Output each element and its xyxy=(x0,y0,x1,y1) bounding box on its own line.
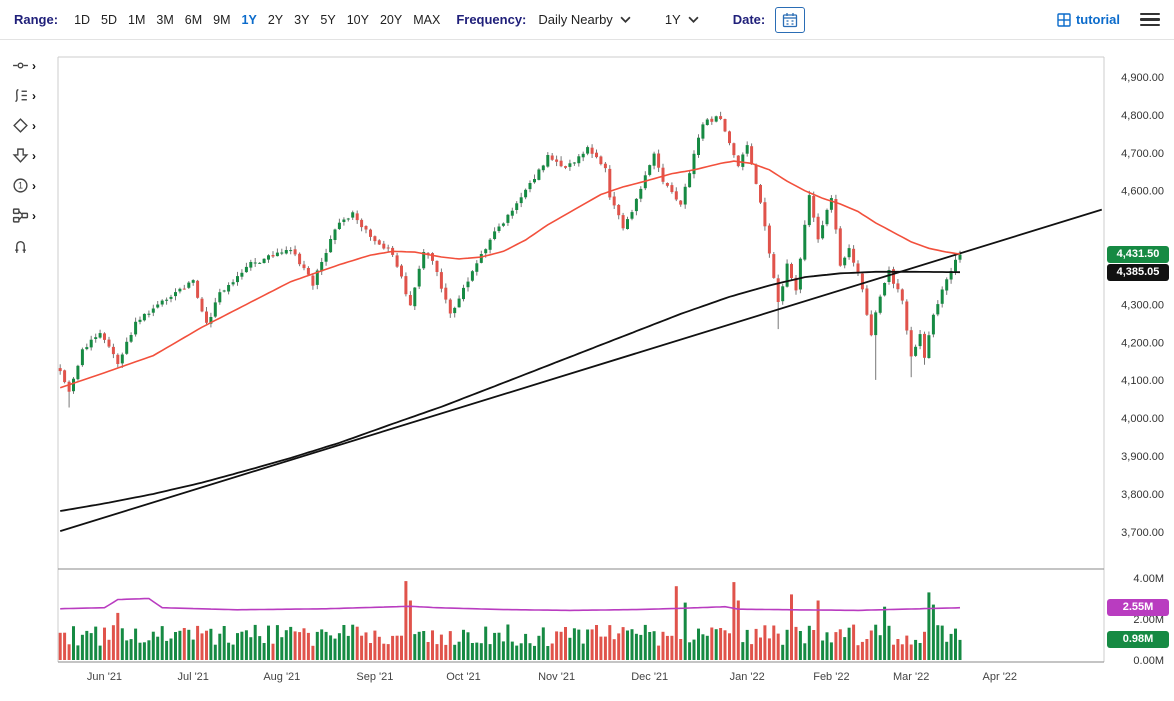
slow-ma-line xyxy=(60,270,961,512)
price-tick-label: 4,300.00 xyxy=(1121,299,1164,311)
candle-bodies xyxy=(58,116,962,392)
last-price-badge: 4,431.50 xyxy=(1107,246,1169,264)
volume-ma-value-badge: 2.55M xyxy=(1107,599,1169,617)
trendline[interactable] xyxy=(59,208,1103,532)
svg-text:1: 1 xyxy=(18,181,23,191)
price-tick-label: 4,800.00 xyxy=(1121,110,1164,122)
circled-one-icon: 1 xyxy=(13,178,28,193)
chart-main: › › › › 1 › xyxy=(0,40,1174,701)
range-label: Range: xyxy=(14,12,59,27)
tutorial-label: tutorial xyxy=(1075,12,1120,27)
frequency-dropdown[interactable]: Daily Nearby xyxy=(538,12,631,27)
range-option-5d[interactable]: 5D xyxy=(101,12,118,27)
range-option-6m[interactable]: 6M xyxy=(184,12,203,27)
month-label: Jun '21 xyxy=(87,671,122,683)
range-option-1d[interactable]: 1D xyxy=(74,12,91,27)
last-volume-badge: 0.98M xyxy=(1107,631,1169,649)
month-label: Feb '22 xyxy=(813,671,849,683)
magnet-icon xyxy=(15,240,26,253)
price-tick-label: 3,700.00 xyxy=(1121,527,1164,539)
range-option-5y[interactable]: 5Y xyxy=(320,12,336,27)
expand-chevron-icon[interactable]: › xyxy=(32,148,36,163)
arrow-annotation-tool[interactable]: › xyxy=(12,144,36,167)
diamond-shape-icon xyxy=(13,118,28,133)
workflow-icon xyxy=(12,208,29,223)
expand-chevron-icon[interactable]: › xyxy=(32,118,36,133)
month-label: Aug '21 xyxy=(263,671,300,683)
menu-icon[interactable] xyxy=(1140,12,1160,27)
range-selector: 1D 5D 1M 3M 6M 9M 1Y 2Y 3Y 5Y 10Y 20Y MAX xyxy=(74,13,440,27)
expand-chevron-icon[interactable]: › xyxy=(32,58,36,73)
slow-ma-value-badge: 4,385.05 xyxy=(1107,263,1169,281)
grid-icon xyxy=(1057,12,1071,27)
price-tick-label: 4,200.00 xyxy=(1121,337,1164,349)
expand-chevron-icon[interactable]: › xyxy=(32,208,36,223)
price-tick-label: 4,700.00 xyxy=(1121,148,1164,160)
calendar-icon xyxy=(783,12,798,27)
range-option-2y[interactable]: 2Y xyxy=(267,12,284,27)
price-tick-label: 3,800.00 xyxy=(1121,489,1164,501)
range-option-max[interactable]: MAX xyxy=(413,12,441,27)
price-tick-label: 4,600.00 xyxy=(1121,186,1164,198)
volume-tick-label: 0.00M xyxy=(1133,655,1164,667)
date-label: Date: xyxy=(732,12,766,27)
month-label: Nov '21 xyxy=(538,671,575,683)
period-dropdown[interactable]: 1Y xyxy=(665,12,699,27)
range-option-9m[interactable]: 9M xyxy=(213,12,231,27)
volume-tick-label: 4.00M xyxy=(1133,573,1164,585)
expand-chevron-icon[interactable]: › xyxy=(32,178,36,193)
price-tick-label: 4,000.00 xyxy=(1121,413,1164,425)
candle-wicks xyxy=(59,111,961,408)
month-label: Mar '22 xyxy=(893,671,929,683)
time-axis: Jun '21 Jul '21 Aug '21 Sep '21 Oct '21 Nov '… xyxy=(87,671,1017,683)
chart-area[interactable]: 4,900.00 4,800.00 4,700.00 4,600.00 4,300.00… xyxy=(48,40,1174,701)
month-label: Apr '22 xyxy=(983,671,1018,683)
month-label: Jul '21 xyxy=(177,671,208,683)
range-option-1m[interactable]: 1M xyxy=(128,12,146,27)
month-label: Jan '22 xyxy=(730,671,765,683)
magnet-snap-tool[interactable] xyxy=(12,236,29,259)
price-tick-label: 4,900.00 xyxy=(1121,72,1164,84)
chart-toolbar: Range: 1D 5D 1M 3M 6M 9M 1Y 2Y 3Y 5Y 10Y 20Y MAX Fre… xyxy=(0,0,1174,40)
down-arrow-icon xyxy=(12,148,29,163)
period-value: 1Y xyxy=(664,12,681,27)
chevron-down-icon xyxy=(620,16,631,23)
price-axis: 4,900.00 4,800.00 4,700.00 4,600.00 4,300.00… xyxy=(1121,72,1164,667)
date-picker-button[interactable] xyxy=(775,6,806,33)
volume-bars xyxy=(58,581,962,660)
range-option-1y[interactable]: 1Y xyxy=(241,12,257,27)
range-option-20y[interactable]: 20Y xyxy=(379,12,403,27)
price-tick-label: 3,900.00 xyxy=(1121,451,1164,463)
price-chart-canvas[interactable]: 4,900.00 4,800.00 4,700.00 4,600.00 4,300.00… xyxy=(48,40,1174,701)
volume-tick-label: 2.00M xyxy=(1133,614,1164,626)
indicators-icon xyxy=(15,88,27,103)
range-option-3y[interactable]: 3Y xyxy=(294,12,310,27)
workflow-tool[interactable]: › xyxy=(12,204,36,227)
frequency-label: Frequency: xyxy=(456,12,527,27)
range-option-10y[interactable]: 10Y xyxy=(346,12,369,27)
frequency-value: Daily Nearby xyxy=(538,12,613,27)
month-label: Oct '21 xyxy=(446,671,481,683)
drawing-tools-sidebar: › › › › 1 › xyxy=(0,40,48,701)
range-option-3m[interactable]: 3M xyxy=(156,12,174,27)
volume-ma-line xyxy=(60,597,961,612)
expand-chevron-icon[interactable]: › xyxy=(32,88,36,103)
number-annotation-tool[interactable]: 1 › xyxy=(12,174,36,197)
price-tick-label: 4,100.00 xyxy=(1121,375,1164,387)
shapes-tool[interactable]: › xyxy=(12,114,36,137)
tutorial-link[interactable]: tutorial xyxy=(1057,12,1120,27)
fast-ma-line xyxy=(59,160,961,389)
month-label: Dec '21 xyxy=(631,671,668,683)
chevron-down-icon xyxy=(688,16,699,23)
chart-frame xyxy=(57,56,1105,663)
month-label: Sep '21 xyxy=(356,671,393,683)
indicators-tool[interactable]: › xyxy=(12,84,36,107)
trendline-icon xyxy=(13,62,28,69)
trendline-tool[interactable]: › xyxy=(12,54,36,77)
